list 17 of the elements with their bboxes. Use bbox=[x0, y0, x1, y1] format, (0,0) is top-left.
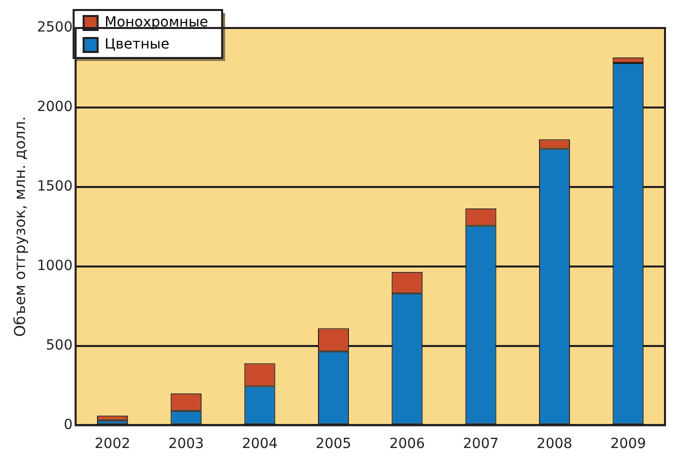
y-tick-label: 0 bbox=[64, 416, 73, 433]
x-tick-label: 2004 bbox=[242, 436, 278, 452]
x-tick-label: 2006 bbox=[389, 436, 426, 452]
legend-label: Цветные bbox=[104, 36, 170, 53]
x-tick-label: 2009 bbox=[610, 436, 646, 452]
legend-label: Монохромные bbox=[104, 14, 208, 31]
x-tick-label: 2002 bbox=[94, 436, 130, 452]
x-tick-label: 2005 bbox=[316, 436, 352, 452]
y-tick-label: 500 bbox=[46, 337, 73, 354]
y-tick-label: 1000 bbox=[36, 258, 73, 274]
x-tick-label: 2008 bbox=[536, 436, 572, 452]
x-tick-label: 2003 bbox=[168, 436, 204, 452]
y-tick-label: 2000 bbox=[36, 99, 73, 116]
y-tick-label: 1500 bbox=[36, 178, 73, 195]
x-tick-label: 2007 bbox=[463, 436, 499, 452]
y-tick-label: 2500 bbox=[36, 20, 73, 36]
y-axis-title: Объем отгрузок, млн. долл. bbox=[10, 116, 29, 337]
